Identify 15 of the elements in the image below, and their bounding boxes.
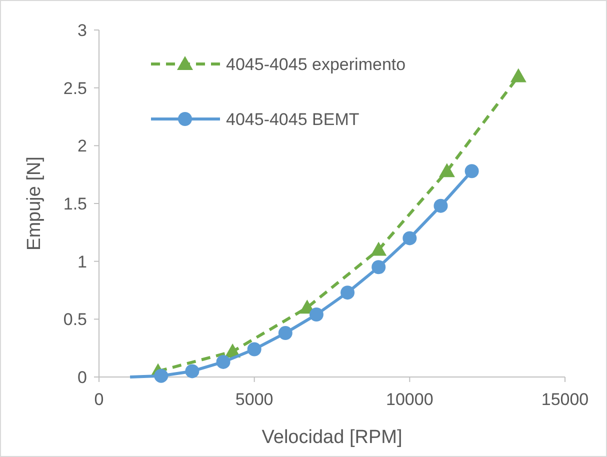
y-tick-label: 2 <box>78 136 87 156</box>
legend-label: 4045-4045 experimento <box>226 54 406 74</box>
x-tick-label: 0 <box>94 390 104 409</box>
y-axis-title: Empuje [N] <box>24 156 45 250</box>
y-tick-label: 3 <box>78 20 87 40</box>
y-tick-label: 1.5 <box>63 194 87 214</box>
x-tick-label: 15000 <box>541 390 589 409</box>
y-tick-label: 0.5 <box>63 310 87 330</box>
y-tick-label: 2.5 <box>63 78 87 98</box>
y-tick-label: 1 <box>78 252 87 272</box>
x-axis-title: Velocidad [RPM] <box>262 427 402 448</box>
y-tick-label: 0 <box>78 368 87 387</box>
x-tick-label: 10000 <box>386 390 434 409</box>
legend-label: 4045-4045 BEMT <box>226 110 360 129</box>
x-tick-label: 5000 <box>235 390 274 409</box>
